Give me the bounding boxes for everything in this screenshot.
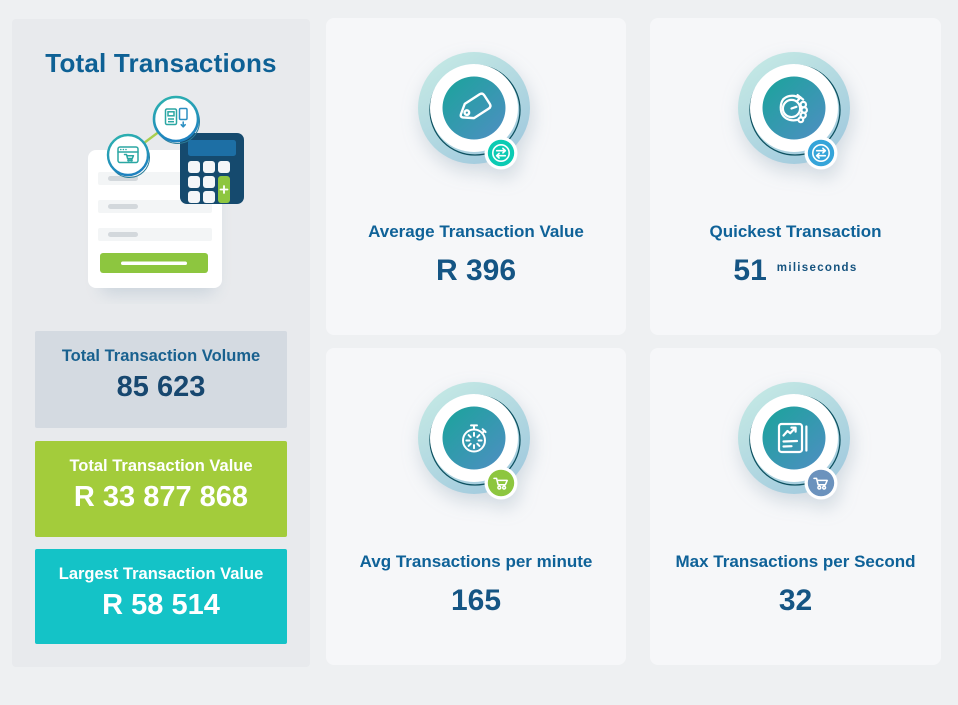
card-value: 32 — [778, 584, 813, 617]
plus-icon — [219, 185, 229, 194]
card-value: 165 — [450, 584, 502, 617]
shopping-cart-icon — [812, 477, 828, 490]
receipt-calculator-illustration — [88, 95, 244, 294]
card-icon — [650, 381, 941, 505]
card-label: Avg Transactions per minute — [359, 552, 593, 571]
card-icon — [326, 51, 626, 175]
card-average-transaction-value: Average Transaction Value R 396 — [326, 18, 626, 335]
panel-title: Total Transactions — [45, 48, 277, 78]
stat-label: Total Transaction Value — [69, 457, 253, 475]
document-chart-icon — [777, 422, 807, 454]
stat-total-transaction-volume: Total Transaction Volume 85 623 — [35, 331, 287, 428]
stat-label: Largest Transaction Value — [58, 565, 264, 583]
card-badge — [804, 466, 837, 500]
card-max-transactions-per-second: Max Transactions per Second 32 — [650, 348, 941, 665]
card-value: R 396 — [435, 254, 517, 287]
stat-label: Total Transaction Volume — [61, 347, 261, 365]
stopwatch-icon — [462, 424, 487, 453]
browser-cart-icon — [106, 133, 150, 178]
hand-stopwatch-icon — [779, 94, 808, 124]
shopping-cart-icon — [493, 477, 508, 490]
card-badge — [484, 136, 518, 170]
card-label: Max Transactions per Second — [675, 552, 916, 571]
price-tag-icon — [459, 92, 492, 120]
stat-value: R 33 877 868 — [73, 481, 249, 513]
stat-largest-transaction-value: Largest Transaction Value R 58 514 — [35, 549, 287, 644]
card-badge — [804, 136, 837, 170]
exchange-arrows-icon — [811, 144, 830, 162]
card-avg-transactions-per-minute: Avg Transactions per minute 165 — [326, 348, 626, 665]
total-transactions-panel: Total Transactions — [12, 19, 310, 667]
card-unit: miliseconds — [776, 262, 858, 274]
card-badge — [484, 466, 518, 500]
card-quickest-transaction: Quickest Transaction 51 miliseconds — [650, 18, 941, 335]
exchange-arrows-icon — [492, 144, 510, 162]
pos-terminal-icon — [152, 95, 200, 144]
stat-value: 85 623 — [116, 371, 206, 403]
calculator-graphic — [180, 133, 244, 204]
card-label: Average Transaction Value — [368, 222, 584, 241]
card-label: Quickest Transaction — [709, 222, 882, 241]
card-icon — [650, 51, 941, 175]
card-value: 51 — [733, 254, 767, 287]
card-icon — [326, 381, 626, 505]
stat-value: R 58 514 — [102, 589, 220, 621]
stat-total-transaction-value: Total Transaction Value R 33 877 868 — [35, 441, 287, 537]
